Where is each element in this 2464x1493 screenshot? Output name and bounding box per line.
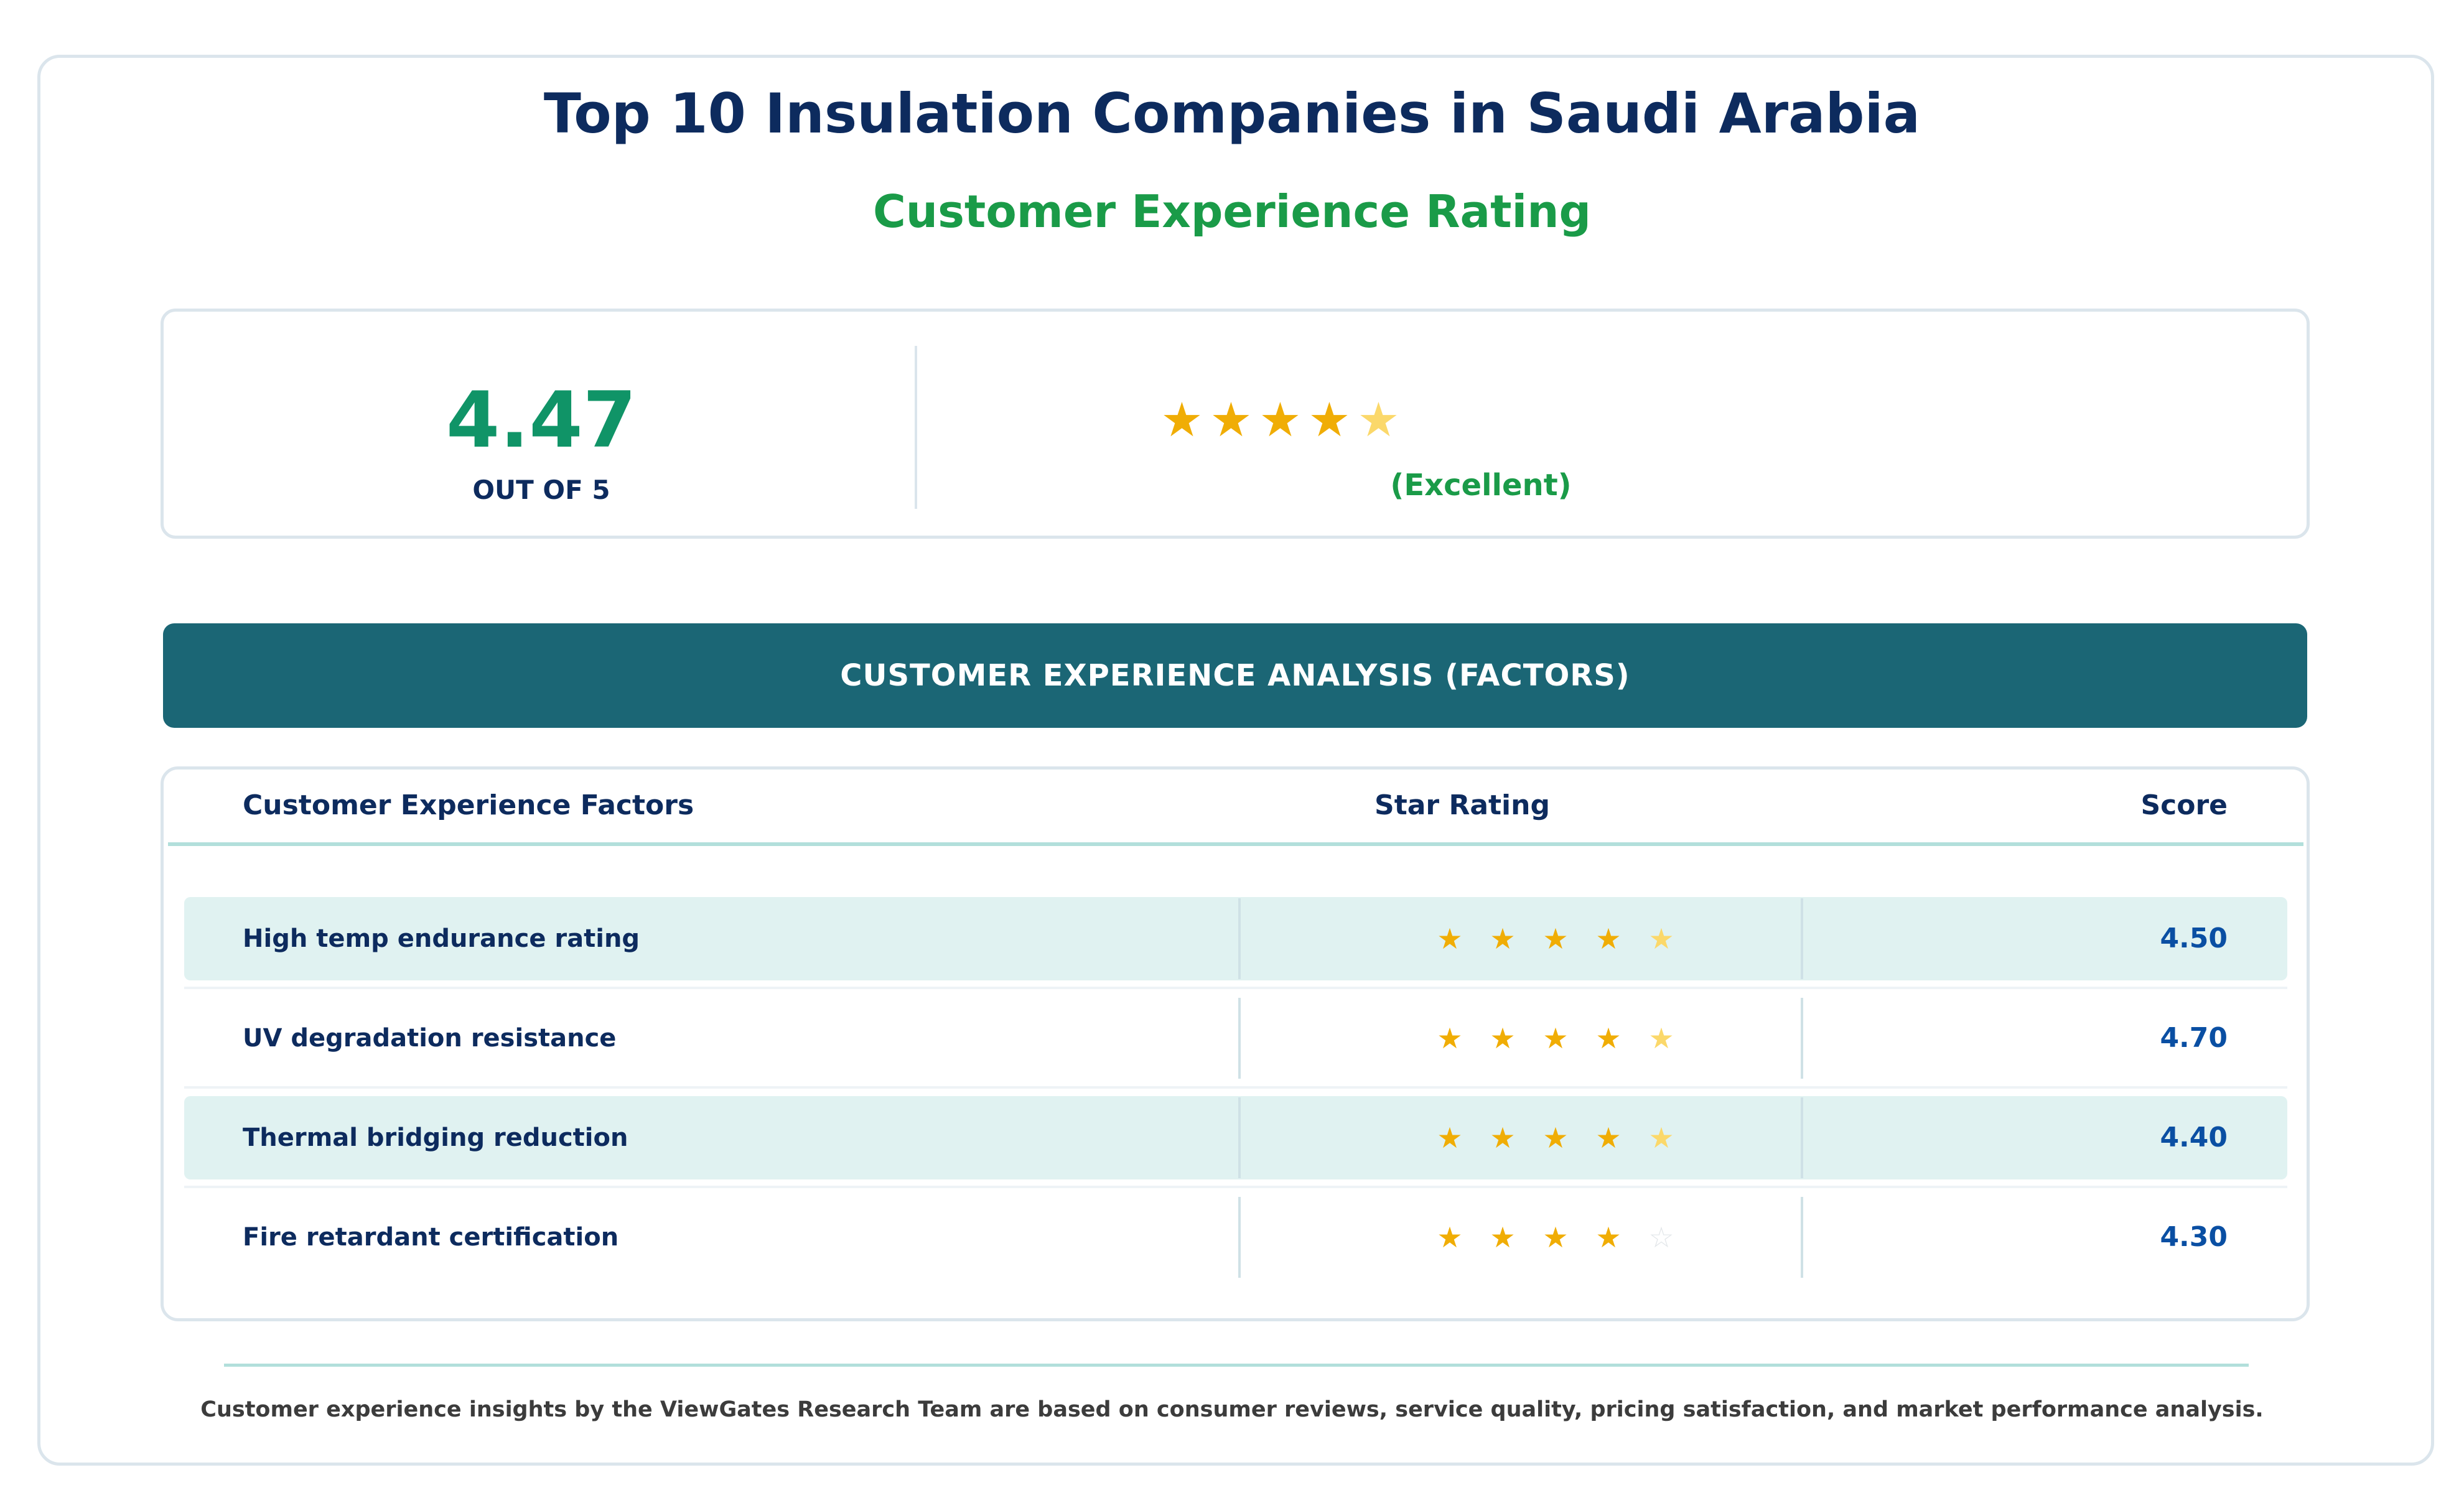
star-full-icon: ★ — [1490, 1021, 1516, 1055]
star-half-icon: ★ — [1357, 392, 1400, 447]
column-divider — [1238, 1197, 1241, 1278]
column-divider — [1801, 1197, 1803, 1278]
column-divider — [1801, 898, 1803, 979]
factor-score: 4.50 — [2160, 923, 2228, 954]
star-full-icon: ★ — [1437, 1021, 1463, 1055]
column-divider — [1801, 1097, 1803, 1178]
analysis-banner: CUSTOMER EXPERIENCE ANALYSIS (FACTORS) — [163, 623, 2307, 728]
factor-label: Thermal bridging reduction — [243, 1123, 628, 1152]
star-full-icon: ★ — [1542, 1121, 1569, 1155]
overall-score: 4.47 — [446, 376, 637, 465]
row-separator — [184, 987, 2287, 989]
star-full-icon: ★ — [1542, 922, 1569, 956]
factor-score: 4.40 — [2160, 1122, 2228, 1153]
factor-star-rating: ★ ★ ★ ★ ★ — [1431, 897, 1680, 980]
factor-star-rating: ★ ★ ★ ★ ☆ — [1431, 1196, 1680, 1279]
table-header-divider — [168, 842, 2303, 846]
page-title: Top 10 Insulation Companies in Saudi Ara… — [543, 81, 1921, 146]
star-half-icon: ★ — [1648, 1021, 1674, 1055]
factor-star-rating: ★ ★ ★ ★ ★ — [1431, 997, 1680, 1080]
score-scale-label: OUT OF 5 — [472, 475, 610, 505]
factors-table — [161, 766, 2310, 1321]
star-full-icon: ★ — [1160, 392, 1203, 447]
star-full-icon: ★ — [1595, 1221, 1622, 1254]
star-empty-icon: ☆ — [1648, 1221, 1674, 1254]
factor-score: 4.30 — [2160, 1221, 2228, 1253]
summary-panel — [161, 309, 2310, 539]
row-separator — [184, 1186, 2287, 1188]
summary-divider — [915, 346, 917, 509]
column-divider — [1238, 898, 1241, 979]
star-full-icon: ★ — [1542, 1221, 1569, 1254]
star-half-icon: ★ — [1648, 922, 1674, 956]
star-full-icon: ★ — [1595, 922, 1622, 956]
factor-label: Fire retardant certification — [243, 1223, 619, 1252]
overall-star-rating: ★ ★ ★ ★ ★ — [1157, 386, 1403, 454]
star-full-icon: ★ — [1210, 392, 1253, 447]
star-full-icon: ★ — [1437, 1221, 1463, 1254]
factor-star-rating: ★ ★ ★ ★ ★ — [1431, 1096, 1680, 1179]
column-divider — [1801, 998, 1803, 1079]
footer-divider — [224, 1364, 2249, 1367]
star-full-icon: ★ — [1490, 1121, 1516, 1155]
row-separator — [184, 1086, 2287, 1089]
rating-card — [37, 55, 2434, 1466]
table-row — [184, 897, 2287, 980]
star-full-icon: ★ — [1308, 392, 1351, 447]
footer-note: Customer experience insights by the View… — [200, 1397, 2264, 1422]
page-subtitle: Customer Experience Rating — [872, 185, 1592, 238]
star-full-icon: ★ — [1595, 1121, 1622, 1155]
star-half-icon: ★ — [1648, 1121, 1674, 1155]
rating-verdict: (Excellent) — [1390, 468, 1572, 503]
column-header-rating: Star Rating — [1374, 789, 1550, 821]
column-header-factor: Customer Experience Factors — [243, 789, 694, 821]
factor-score: 4.70 — [2160, 1022, 2228, 1054]
factor-label: High temp endurance rating — [243, 924, 640, 953]
table-row — [184, 1096, 2287, 1179]
column-divider — [1238, 1097, 1241, 1178]
star-full-icon: ★ — [1437, 922, 1463, 956]
star-full-icon: ★ — [1490, 922, 1516, 956]
factor-label: UV degradation resistance — [243, 1024, 617, 1053]
star-full-icon: ★ — [1542, 1021, 1569, 1055]
column-divider — [1238, 998, 1241, 1079]
star-full-icon: ★ — [1437, 1121, 1463, 1155]
star-full-icon: ★ — [1259, 392, 1302, 447]
column-header-score: Score — [2140, 789, 2228, 821]
star-full-icon: ★ — [1595, 1021, 1622, 1055]
star-full-icon: ★ — [1490, 1221, 1516, 1254]
